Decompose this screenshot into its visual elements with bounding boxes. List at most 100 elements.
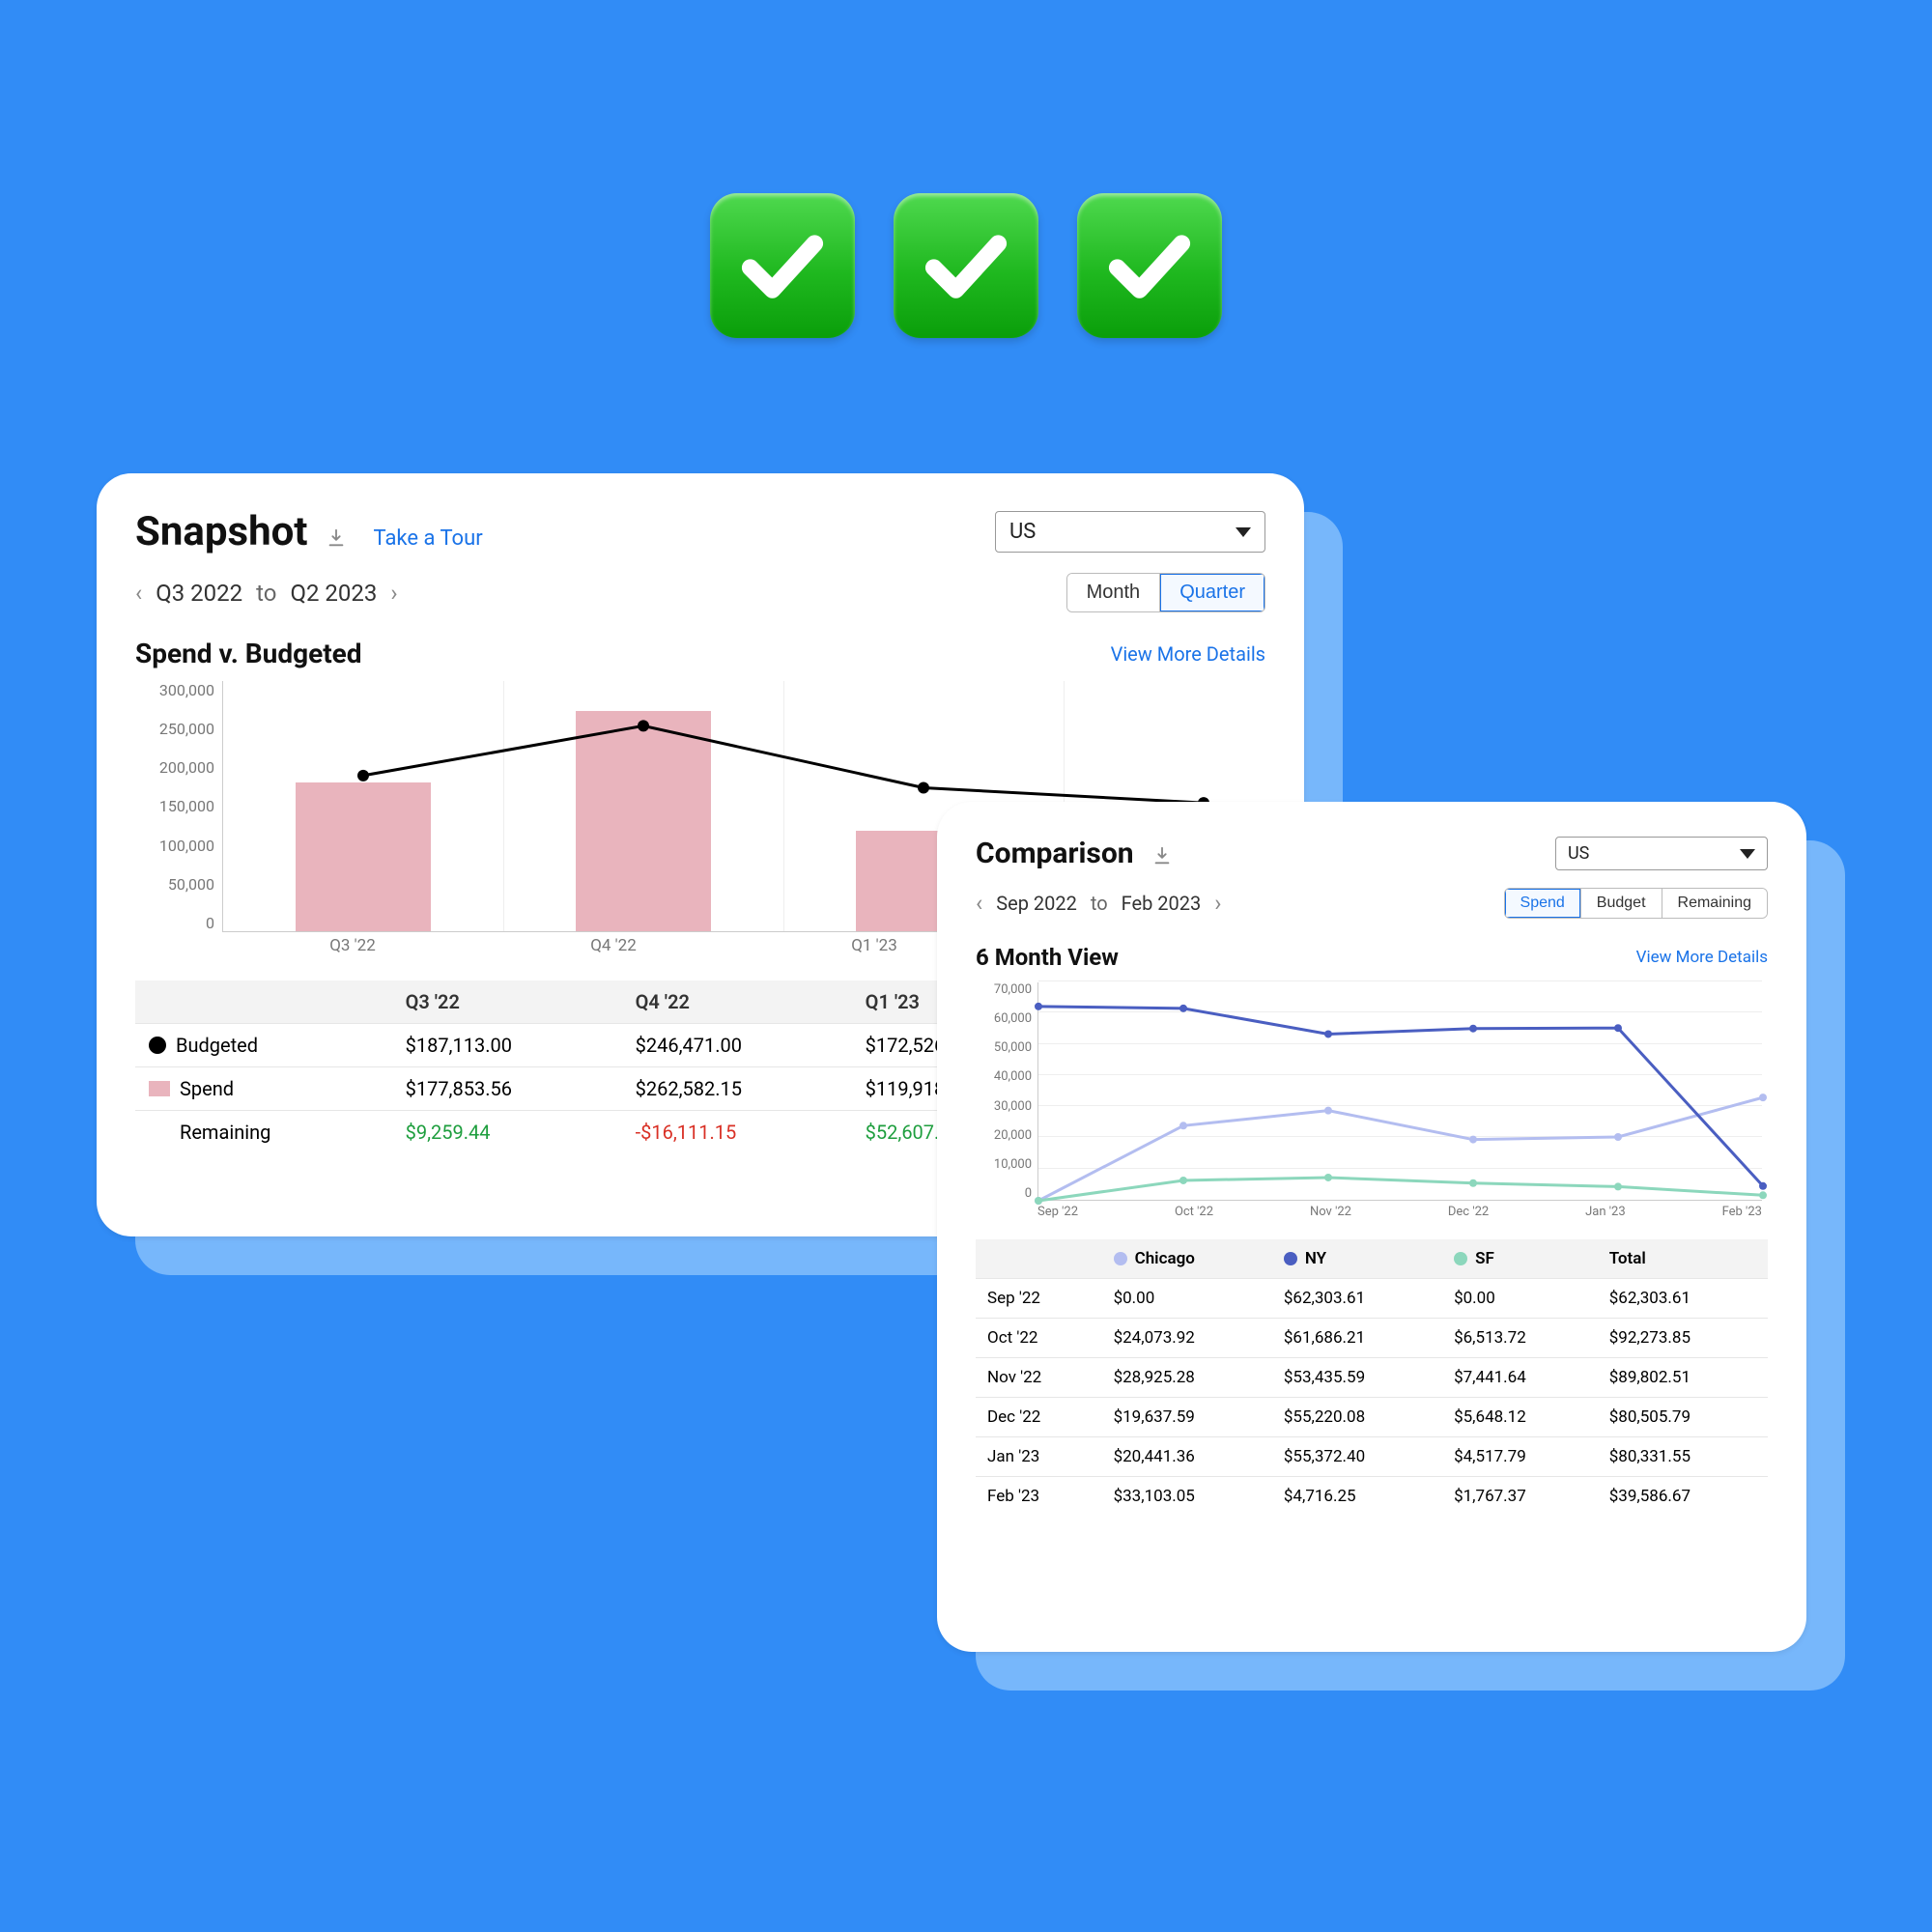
cell: $7,441.64 [1442,1358,1598,1398]
chevron-left-icon[interactable]: ‹ [135,580,142,607]
table-row: Feb '23$33,103.05$4,716.25$1,767.37$39,5… [976,1477,1768,1517]
metric-option-spend[interactable]: Spend [1505,889,1580,918]
cell: $80,331.55 [1598,1437,1768,1477]
snapshot-title: Snapshot [135,508,308,555]
x-tick: Oct '22 [1175,1205,1213,1224]
col-header [135,980,392,1024]
cell: $61,686.21 [1272,1319,1442,1358]
chevron-left-icon[interactable]: ‹ [976,890,982,917]
cell: $53,435.59 [1272,1358,1442,1398]
col-header: NY [1272,1239,1442,1279]
cell: $80,505.79 [1598,1398,1768,1437]
view-more-link[interactable]: View More Details [1111,642,1265,666]
cell: $55,372.40 [1272,1437,1442,1477]
x-tick: Dec '22 [1448,1205,1489,1224]
comparison-chart: 010,00020,00030,00040,00050,00060,00070,… [976,982,1768,1224]
cell: $187,113.00 [392,1024,622,1067]
y-tick: 300,000 [135,681,214,699]
cell: $19,637.59 [1102,1398,1272,1437]
cell: $89,802.51 [1598,1358,1768,1398]
table-row: Nov '22$28,925.28$53,435.59$7,441.64$89,… [976,1358,1768,1398]
check-icon [710,193,855,338]
col-header: SF [1442,1239,1598,1279]
row-label: Dec '22 [976,1398,1102,1437]
col-header [976,1239,1102,1279]
comparison-card: Comparison US ‹ Sep 2022 to Feb 2023 › S… [937,802,1806,1652]
row-label: Sep '22 [976,1279,1102,1319]
region-value: US [1009,520,1036,544]
table-row: Jan '23$20,441.36$55,372.40$4,517.79$80,… [976,1437,1768,1477]
check-icon [894,193,1038,338]
row-label: Feb '23 [976,1477,1102,1517]
cell: $0.00 [1102,1279,1272,1319]
region-select[interactable]: US [1555,837,1768,870]
cell: $4,716.25 [1272,1477,1442,1517]
table-row: Sep '22$0.00$62,303.61$0.00$62,303.61 [976,1279,1768,1319]
date-range: ‹ Q3 2022 to Q2 2023 › [135,580,398,607]
series-dot-icon [1284,1252,1297,1265]
cell: $4,517.79 [1442,1437,1598,1477]
x-tick: Nov '22 [1310,1205,1351,1224]
cell: $5,648.12 [1442,1398,1598,1437]
take-tour-link[interactable]: Take a Tour [374,526,483,551]
series-dot-icon [1454,1252,1467,1265]
comparison-title: Comparison [976,837,1134,870]
x-tick: Q4 '22 [483,936,744,961]
comparison-table: ChicagoNYSFTotal Sep '22$0.00$62,303.61$… [976,1239,1768,1516]
x-tick: Q3 '22 [222,936,483,961]
series-dot-icon [1114,1252,1127,1265]
cell: $262,582.15 [622,1067,852,1111]
cell: $33,103.05 [1102,1477,1272,1517]
comparison-section-title: 6 Month View [976,944,1119,971]
legend-dot-icon [149,1037,166,1054]
cell: $177,853.56 [392,1067,622,1111]
region-select[interactable]: US [995,511,1265,553]
period-toggle: MonthQuarter [1066,573,1265,612]
row-label: Jan '23 [976,1437,1102,1477]
chevron-right-icon[interactable]: › [1214,890,1221,917]
y-tick: 20,000 [976,1128,1032,1143]
chevron-right-icon[interactable]: › [390,580,397,607]
date-from: Q3 2022 [156,580,242,607]
caret-down-icon [1740,849,1755,859]
date-range: ‹ Sep 2022 to Feb 2023 › [976,890,1221,917]
download-icon[interactable] [1151,845,1173,870]
cell: $28,925.28 [1102,1358,1272,1398]
view-more-link[interactable]: View More Details [1636,948,1768,967]
period-option-month[interactable]: Month [1067,574,1160,611]
col-header: Q4 '22 [622,980,852,1024]
row-label: Nov '22 [976,1358,1102,1398]
table-row: Oct '22$24,073.92$61,686.21$6,513.72$92,… [976,1319,1768,1358]
snapshot-section-title: Spend v. Budgeted [135,638,362,669]
caret-down-icon [1236,527,1251,537]
y-tick: 0 [135,914,214,932]
cell: $24,073.92 [1102,1319,1272,1358]
col-header: Chicago [1102,1239,1272,1279]
date-to: Q2 2023 [290,580,377,607]
y-tick: 40,000 [976,1069,1032,1084]
y-tick: 200,000 [135,758,214,777]
cell: $62,303.61 [1598,1279,1768,1319]
cell: $55,220.08 [1272,1398,1442,1437]
date-joiner: to [1091,892,1108,915]
col-header: Total [1598,1239,1768,1279]
cell: $92,273.85 [1598,1319,1768,1358]
checkmarks-row [710,193,1222,338]
date-from: Sep 2022 [996,892,1077,915]
cell: -$16,111.15 [622,1111,852,1154]
metric-option-remaining[interactable]: Remaining [1662,889,1767,918]
cell: $62,303.61 [1272,1279,1442,1319]
row-label: Remaining [180,1121,270,1144]
download-icon[interactable] [326,527,347,553]
y-tick: 150,000 [135,797,214,815]
cell: $20,441.36 [1102,1437,1272,1477]
y-tick: 50,000 [976,1040,1032,1055]
metric-option-budget[interactable]: Budget [1580,889,1662,918]
col-header: Q3 '22 [392,980,622,1024]
metric-toggle: SpendBudgetRemaining [1504,888,1768,919]
period-option-quarter[interactable]: Quarter [1159,574,1264,611]
check-icon [1077,193,1222,338]
y-tick: 10,000 [976,1157,1032,1172]
cell: $9,259.44 [392,1111,622,1154]
y-tick: 70,000 [976,982,1032,997]
